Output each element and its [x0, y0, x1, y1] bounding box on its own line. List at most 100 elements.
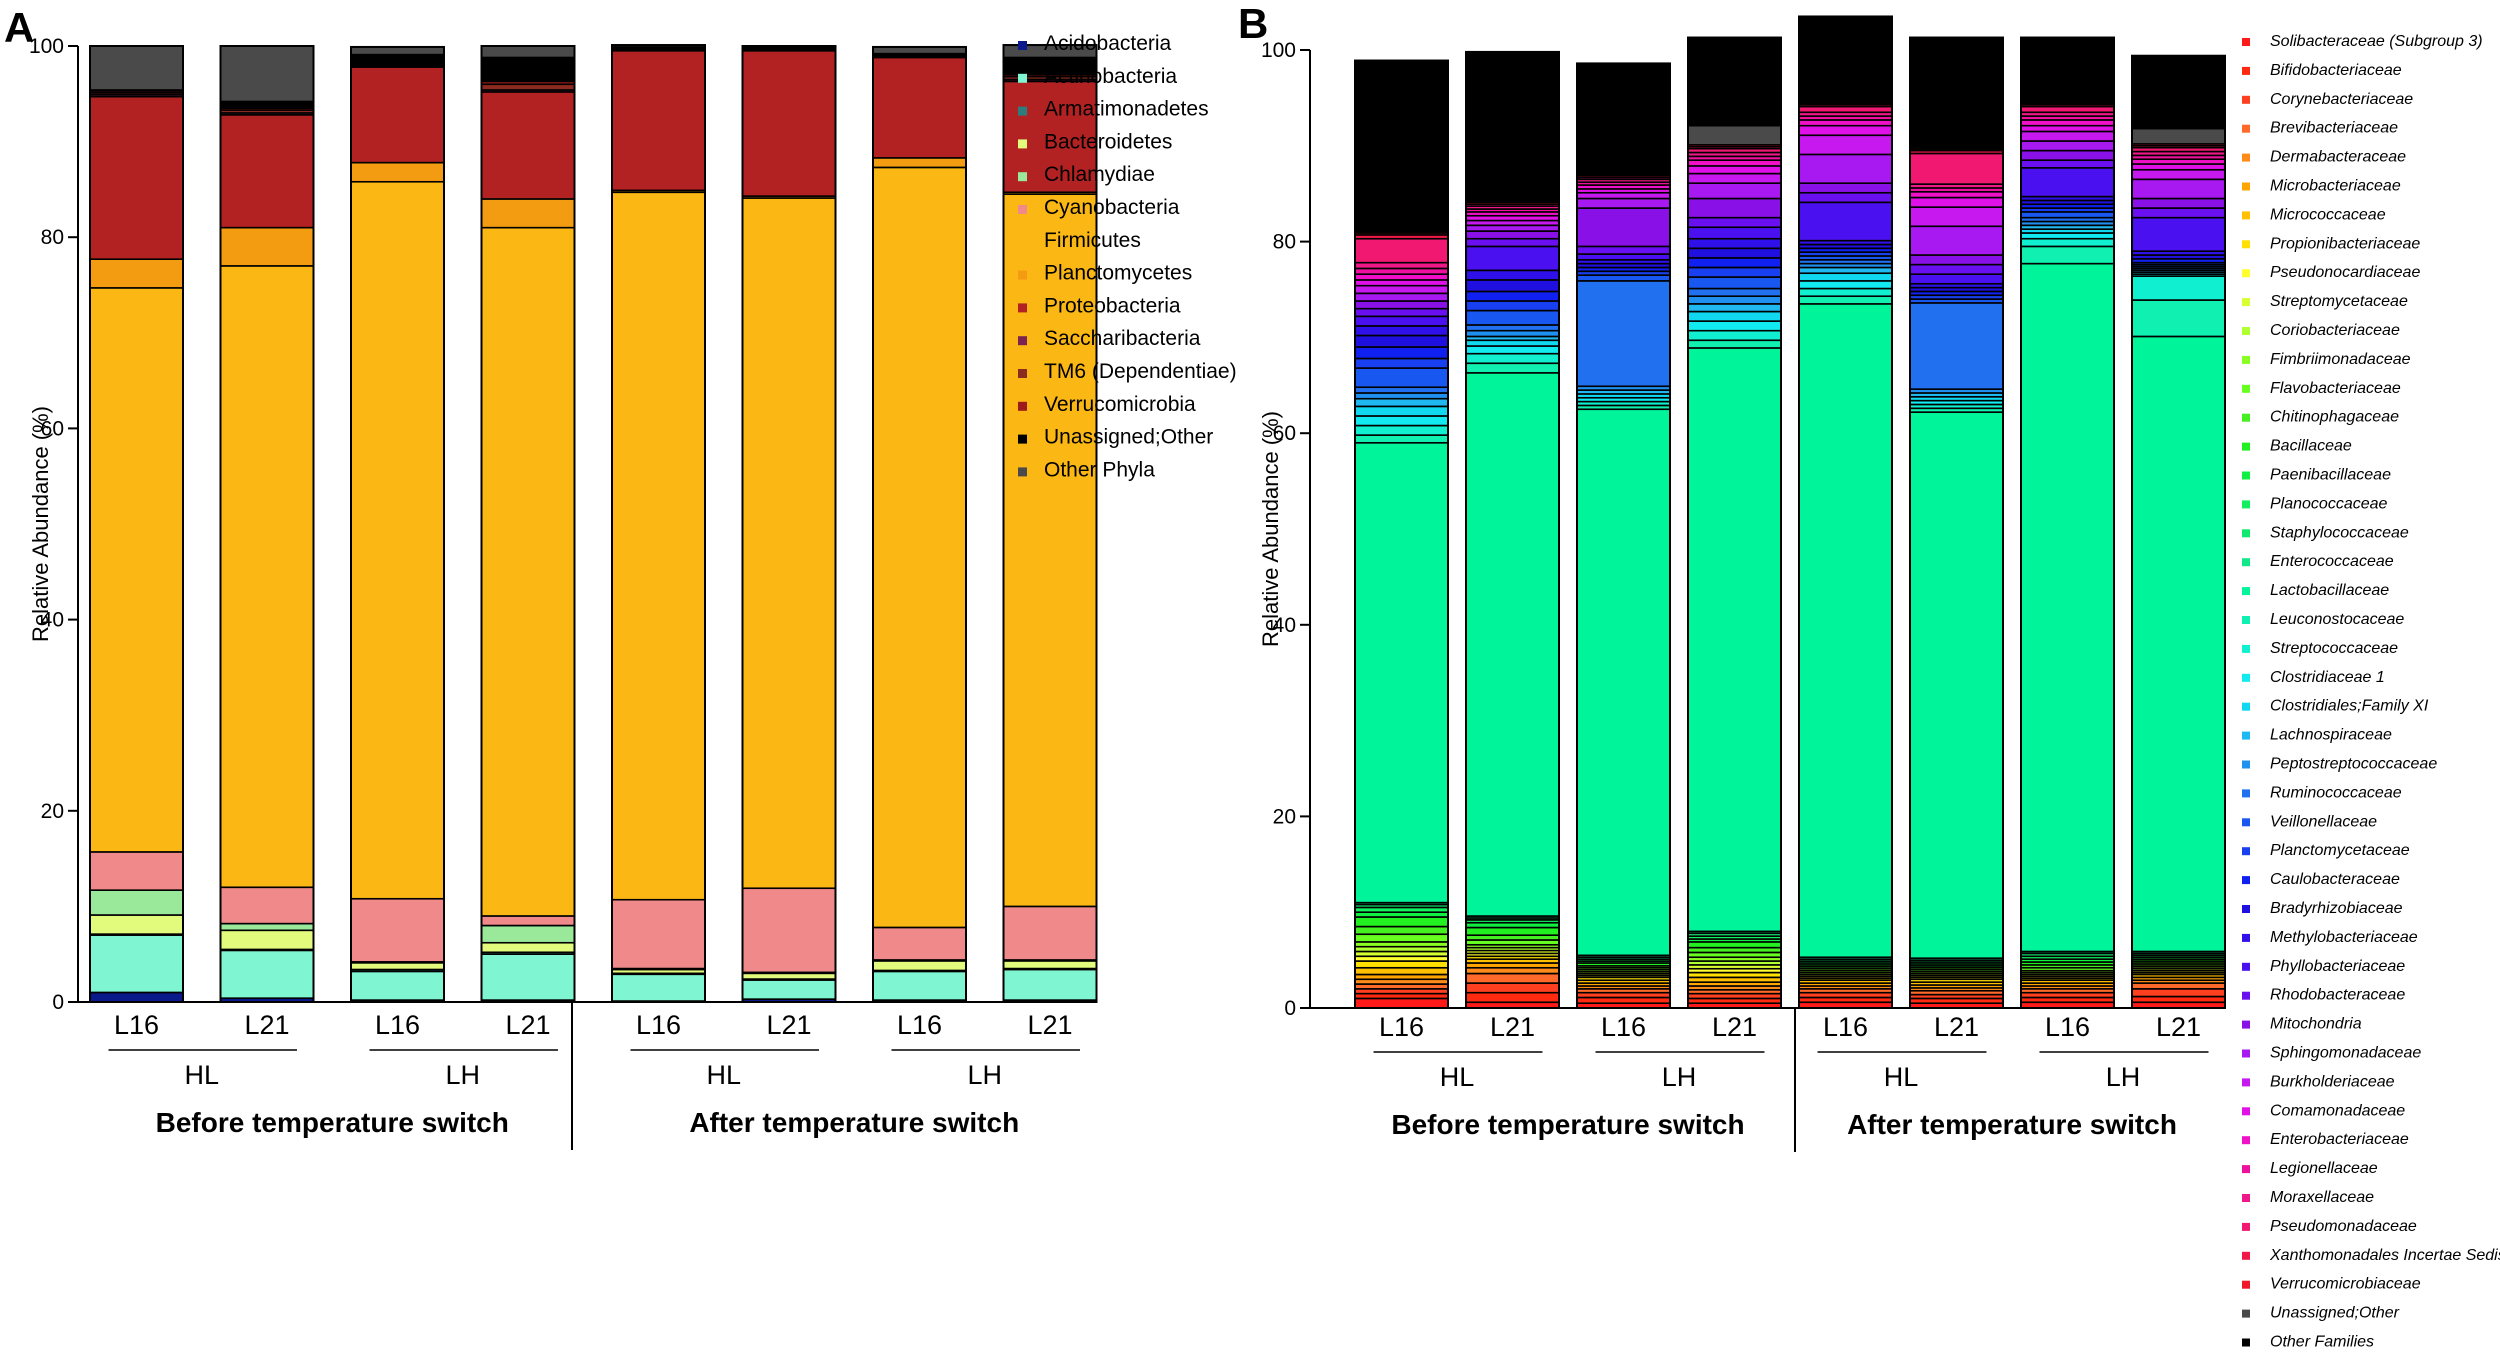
bar-segment-other-families [2020, 36, 2115, 105]
x-tick-label: L21 [1490, 1012, 1535, 1042]
bar-segment-unassigned-other [219, 100, 315, 109]
legend-label: Burkholderiaceae [2270, 1073, 2395, 1090]
legend-label: Armatimonadetes [1044, 98, 1209, 121]
bar-segment-streptococcaceae [1354, 424, 1449, 436]
bar-segment-clostridiaceae-1 [2020, 232, 2115, 240]
bar-segment-streptococcaceae [2020, 237, 2115, 248]
legend-label: Legionellaceae [2270, 1160, 2378, 1177]
bar-segment-other-phyla [480, 45, 576, 59]
legend-label: Brevibacteriaceae [2270, 120, 2398, 137]
legend-label: Streptococcaceae [2270, 640, 2398, 657]
legend-label: Streptomycetaceae [2270, 293, 2408, 310]
bar-segment-sphingomonadaceae [1354, 292, 1449, 302]
legend-label: Bacillaceae [2270, 438, 2352, 455]
bar-segment-actinobacteria [611, 973, 706, 1002]
legend-label: TM6 (Dependentiae) [1044, 360, 1237, 383]
bar-segment-other-families [1465, 51, 1560, 203]
bar-segment-proteobacteria [219, 114, 315, 229]
bar-segment-clostridiales-family-xi [1798, 272, 1893, 282]
bar-segment-rhodobacteraceae [1465, 237, 1560, 248]
bar-segment-rhodobacteraceae [1687, 216, 1782, 229]
legend-swatch [2242, 991, 2250, 1000]
legend-label: Flavobacteriaceae [2270, 380, 2401, 397]
legend-swatch [2242, 962, 2250, 971]
bar-segment-ruminococcaceae [1687, 287, 1782, 298]
bar-segment-leuconostocaceae [1465, 362, 1560, 374]
x-tick-label: L21 [1712, 1012, 1757, 1042]
x-tick-label: L16 [1379, 1012, 1424, 1042]
legend-swatch [2242, 818, 2250, 827]
panel-letter-a: A [4, 4, 34, 51]
legend-swatch [2242, 298, 2250, 307]
bar-segment-planctomycetes [350, 161, 445, 183]
bar-segment-lactobacillaceae [1798, 303, 1893, 959]
bar-segment-planctomycetes [89, 258, 184, 289]
legend-swatch [1018, 172, 1027, 182]
bar-segment-burkholderiaceae [1687, 172, 1782, 184]
bar-segment-solibacteraceae-subgroup-3- [1354, 997, 1449, 1009]
bar-segment-lachnospiraceae [1687, 303, 1782, 313]
legend-swatch [2242, 1020, 2250, 1029]
legend-label: Pseudonocardiaceae [2270, 264, 2420, 281]
bar-segment-lactobacillaceae [1465, 372, 1560, 917]
bar-segment-legionellaceae [1354, 267, 1449, 275]
bar-segment-pseudomonadaceae [1798, 105, 1893, 114]
legend-label: Sphingomonadaceae [2270, 1045, 2421, 1062]
bar-segment-veillonellaceae [1576, 274, 1671, 282]
bar-segment-methylobacteriaceae [1465, 269, 1560, 281]
x-tick-label: L21 [505, 1010, 550, 1040]
legend-label: Unassigned;Other [1044, 426, 1213, 449]
group-label: HL [184, 1060, 219, 1090]
bar-segment-pseudomonadaceae [1909, 152, 2004, 185]
legend-swatch [1018, 205, 1027, 214]
bar-segment-mitochondria [1798, 182, 1893, 194]
bar-segment-actinobacteria [89, 934, 184, 994]
bar-segment-cyanobacteria [219, 886, 315, 925]
bar-segment-rhodobacteraceae [1354, 307, 1449, 318]
legend-swatch [2242, 905, 2250, 913]
x-tick-label: L16 [1823, 1012, 1868, 1042]
group-label: HL [706, 1060, 741, 1090]
legend-label: Leuconostocaceae [2270, 611, 2404, 628]
bar-segment-mitochondria [2131, 197, 2226, 209]
bar-segment-chlamydiae [480, 924, 576, 944]
legend-label: Enterococcaceae [2270, 553, 2394, 570]
bar-segment-bifidobacteriaceae [1576, 996, 1671, 1005]
legend-label: Bradyrhizobiaceae [2270, 900, 2403, 917]
y-tick-label: 0 [1284, 997, 1296, 1020]
legend-swatch [2242, 760, 2250, 769]
x-tick-label: L21 [766, 1010, 811, 1040]
legend-label: Phyllobacteriaceae [2270, 958, 2405, 975]
legend-swatch [2242, 240, 2250, 249]
bar-segment-firmicutes [480, 226, 576, 917]
bar-segment-peptostreptococcaceae [1354, 392, 1449, 400]
bar-segment-rhodobacteraceae [1909, 263, 2004, 275]
legend-swatch [1018, 73, 1027, 83]
bar-segment-enterobacteriaceae [1354, 273, 1449, 281]
bar-segment-bacteroidetes [480, 941, 576, 954]
bar-segment-bacteroidetes [741, 972, 837, 980]
legend-label: Micrococcaceae [2270, 206, 2386, 223]
legend-swatch [2242, 500, 2250, 509]
bar-segment-cyanobacteria [1002, 905, 1098, 961]
period-label-before: Before temperature switch [156, 1107, 509, 1138]
bar-segment-enterobacteriaceae [2020, 119, 2115, 127]
bar-segment-unassigned-other [480, 56, 576, 83]
bar-segment-bacillaceae [1354, 916, 1449, 928]
legend-label: Solibacteraceae (Subgroup 3) [2270, 33, 2483, 50]
bar-segment-caulobacteraceae [1465, 290, 1560, 302]
legend-label: Pseudomonadaceae [2270, 1218, 2417, 1235]
bar-segment-mitochondria [1465, 230, 1560, 240]
bar-segment-burkholderiaceae [2020, 130, 2115, 142]
bar-segment-rhodobacteraceae [1576, 245, 1671, 255]
y-tick-label: 40 [1273, 614, 1296, 637]
group-label: LH [445, 1060, 480, 1090]
bar-segment-other-phyla [350, 46, 445, 56]
x-tick-label: L21 [1027, 1010, 1072, 1040]
bar-segment-corynebacteriaceae [1465, 982, 1560, 994]
bar-segment-brevibacteriaceae [2131, 982, 2226, 990]
legend-label: Planococcaceae [2270, 495, 2388, 512]
bar-segment-methylobacteriaceae [1687, 237, 1782, 250]
legend-swatch [1018, 369, 1027, 378]
bar-segment-bradyrhizobiaceae [1687, 247, 1782, 259]
